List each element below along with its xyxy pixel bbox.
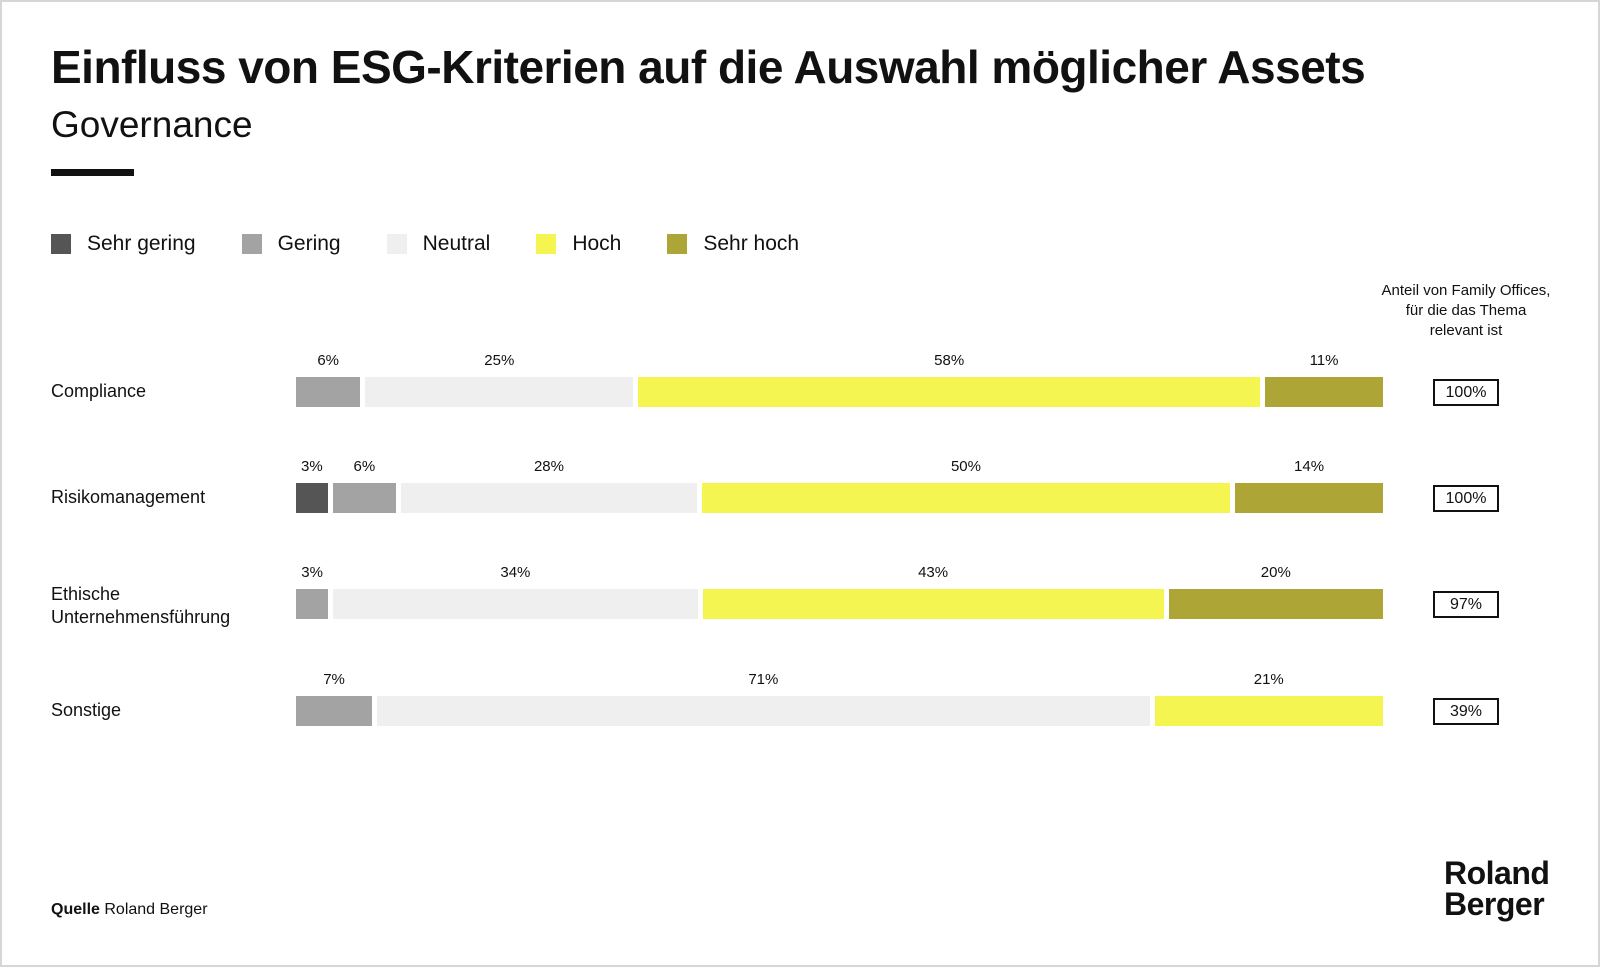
legend-swatch: [386, 234, 407, 254]
legend-item: Sehr gering: [51, 232, 196, 256]
legend-label: Sehr gering: [87, 232, 196, 255]
data-label: 21%: [1253, 671, 1284, 688]
data-label: 71%: [748, 671, 779, 688]
relevance-share-box: 100%: [1433, 485, 1499, 512]
relevance-share-box: 97%: [1433, 591, 1499, 618]
bar-segment-gering: [296, 377, 361, 407]
bar-segment-hoch: [1154, 696, 1383, 726]
data-label: 6%: [317, 352, 339, 369]
legend-label: Hoch: [572, 232, 622, 255]
bar-segment-sehr-hoch: [1265, 377, 1383, 407]
bar-segment-neutral: [365, 377, 634, 407]
bar-segment-gering: [332, 483, 397, 513]
legend-swatch: [536, 234, 557, 254]
legend: Sehr gering Gering Neutral Hoch Sehr hoch: [51, 232, 845, 256]
legend-item: Hoch: [536, 232, 621, 256]
bar-segment-sehr-gering: [296, 483, 328, 513]
bar-segment-sehr-hoch: [1235, 483, 1383, 513]
category-label: Sonstige: [51, 700, 122, 720]
category-label: Compliance: [51, 381, 147, 401]
bar-segment-neutral: [377, 696, 1150, 726]
legend-item: Neutral: [386, 232, 491, 256]
bar-segment-gering: [296, 696, 373, 726]
chart-title: Einfluss von ESG-Kriterien auf die Auswa…: [51, 41, 1366, 93]
relevance-column-header: Anteil von Family Offices, für die das T…: [1381, 282, 1551, 339]
bar-segment-hoch: [701, 483, 1231, 513]
roland-berger-logo: Roland Berger: [1444, 855, 1550, 922]
category-label: Ethische Unternehmensführung: [51, 584, 231, 627]
data-label: 11%: [1309, 352, 1339, 369]
relevance-share-box: 100%: [1433, 379, 1499, 406]
chart-subtitle: Governance: [51, 104, 253, 145]
legend-item: Gering: [241, 232, 341, 256]
bar-segment-neutral: [401, 483, 697, 513]
data-label: 58%: [934, 352, 965, 369]
category-label: Risikomanagement: [51, 487, 206, 507]
legend-label: Sehr hoch: [703, 232, 800, 255]
legend-swatch: [667, 234, 688, 254]
data-label: 43%: [918, 564, 949, 581]
data-label: 50%: [950, 458, 981, 475]
source-note: Quelle Roland Berger: [51, 901, 208, 919]
legend-swatch: [241, 234, 262, 254]
bar-segment-gering: [296, 589, 329, 619]
data-label: 3%: [301, 458, 323, 475]
bar-segment-neutral: [333, 589, 698, 619]
logo-line-1: Roland: [1444, 855, 1550, 891]
source-text: Roland Berger: [104, 901, 208, 918]
data-label: 28%: [533, 458, 564, 475]
source-label: Quelle: [51, 901, 100, 918]
legend-label: Neutral: [422, 232, 491, 255]
data-label: 14%: [1294, 458, 1325, 475]
data-label: 3%: [301, 564, 323, 581]
bar-segment-sehr-hoch: [1168, 589, 1383, 619]
data-label: 7%: [323, 671, 345, 688]
data-label: 20%: [1260, 564, 1291, 581]
relevance-share-box: 39%: [1433, 698, 1499, 725]
legend-swatch: [51, 234, 71, 254]
data-label: 6%: [353, 458, 376, 475]
bar-segment-hoch: [638, 377, 1261, 407]
legend-label: Gering: [277, 232, 341, 255]
legend-item: Sehr hoch: [667, 232, 799, 256]
data-label: 34%: [500, 564, 531, 581]
title-underline: [51, 169, 134, 176]
bar-segment-hoch: [702, 589, 1164, 619]
logo-line-2: Berger: [1444, 886, 1545, 922]
data-label: 25%: [484, 352, 515, 369]
